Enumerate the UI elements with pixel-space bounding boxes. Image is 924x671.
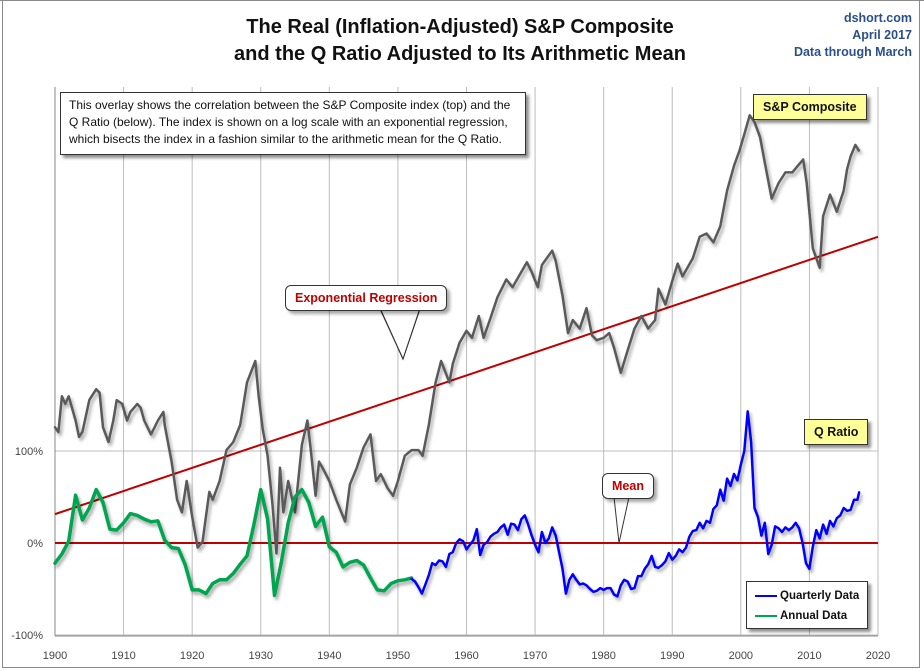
source-date: April 2017 xyxy=(852,28,912,42)
y-tick-label: 100% xyxy=(15,446,43,458)
source-note: Data through March xyxy=(793,45,912,59)
q-ratio-annual-line xyxy=(53,487,414,598)
legend-swatch-quarterly xyxy=(755,595,777,597)
legend-label-annual: Annual Data xyxy=(780,610,848,622)
mean-callout: Mean xyxy=(602,473,654,499)
source-block: dshort.com April 2017 Data through March xyxy=(794,10,912,61)
sp-composite-label: S&P Composite xyxy=(753,94,867,120)
callout-pointers xyxy=(379,307,630,544)
sp-composite-line xyxy=(53,114,861,555)
x-tick-label: 1920 xyxy=(180,650,204,662)
chart-title-line-1: The Real (Inflation-Adjusted) S&P Compos… xyxy=(246,16,674,38)
source-site: dshort.com xyxy=(843,11,912,25)
top-border xyxy=(0,0,924,1)
legend-item-quarterly: Quarterly Data xyxy=(755,590,859,602)
x-tick-label: 2010 xyxy=(797,650,821,662)
series xyxy=(53,114,879,598)
x-tick-label: 1940 xyxy=(317,650,341,662)
x-tick-label: 1970 xyxy=(523,650,547,662)
x-tick-label: 1960 xyxy=(454,650,478,662)
axes: 1900 1910 1920 1930 1940 1950 1960 1970 1980 1990… xyxy=(11,87,890,662)
legend-item-annual: Annual Data xyxy=(755,610,847,622)
legend-swatch-annual xyxy=(755,615,777,617)
x-tick-label: 2020 xyxy=(866,650,890,662)
overlay-note: This overlay shows the correlation betwe… xyxy=(60,92,526,155)
y-tick-label: 0% xyxy=(27,538,43,550)
x-tick-label: 1950 xyxy=(386,650,410,662)
q-ratio-quarterly-line xyxy=(410,410,861,598)
x-tick-label: 1990 xyxy=(660,650,684,662)
legend: Quarterly Data Annual Data xyxy=(746,581,868,629)
x-tick-label: 1930 xyxy=(249,650,273,662)
x-tick-label: 1980 xyxy=(591,650,615,662)
x-tick-label: 2000 xyxy=(729,650,753,662)
y-tick-label: -100% xyxy=(11,630,43,642)
grid xyxy=(55,87,879,636)
chart-title: The Real (Inflation-Adjusted) S&P Compos… xyxy=(180,14,740,68)
x-tick-label: 1910 xyxy=(111,650,135,662)
chart-title-line-2: and the Q Ratio Adjusted to Its Arithmet… xyxy=(234,43,686,65)
regression-callout: Exponential Regression xyxy=(285,285,448,311)
regression-line xyxy=(54,235,879,516)
legend-label-quarterly: Quarterly Data xyxy=(780,590,860,602)
q-ratio-label: Q Ratio xyxy=(804,419,869,445)
x-tick-label: 1900 xyxy=(43,650,67,662)
mean-callout-pointer xyxy=(613,496,630,544)
regression-callout-pointer-outline xyxy=(379,307,421,361)
